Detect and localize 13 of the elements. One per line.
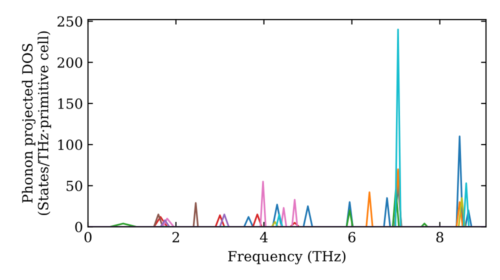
y-tick-label: 0 (75, 222, 82, 232)
x-tick-label: 8 (436, 232, 444, 242)
y-tick-label: 250 (58, 16, 82, 27)
y-tick-label: 200 (58, 57, 82, 68)
x-tick-label: 2 (172, 232, 180, 242)
y-tick-label: 100 (58, 140, 82, 150)
y-axis-title: Phonon projected DOS (States/THz·primitive cell) (22, 31, 52, 216)
x-axis-title: Frequency (THz) (228, 250, 346, 264)
y-tick-label: 50 (66, 180, 82, 192)
x-tick-label: 4 (260, 232, 268, 242)
y-tick-label: 150 (58, 98, 82, 109)
x-tick-label: 0 (84, 232, 92, 242)
x-tick-label: 6 (348, 232, 356, 242)
